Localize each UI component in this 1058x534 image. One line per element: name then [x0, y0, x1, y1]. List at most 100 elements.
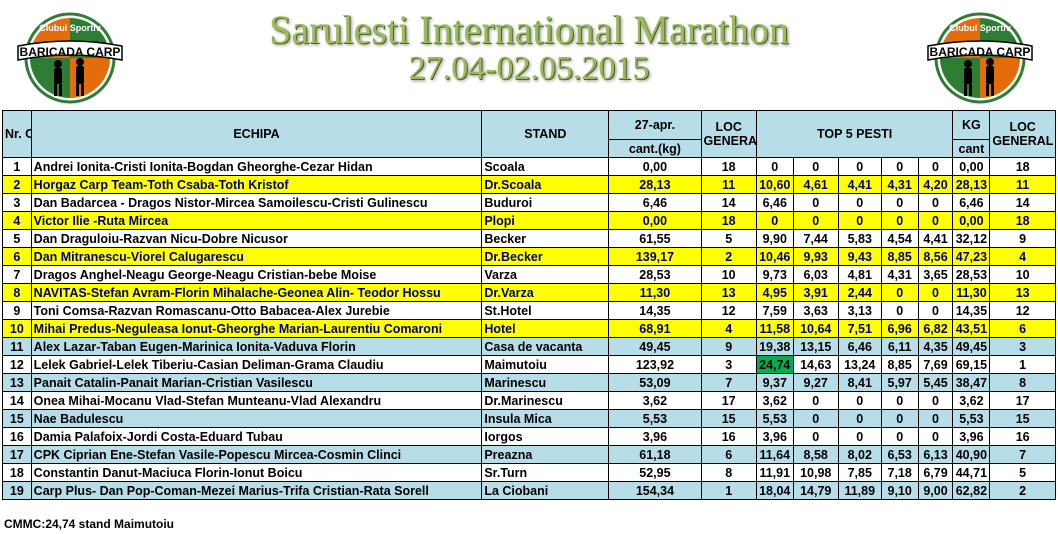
fish-weight-cell: 0 — [917, 157, 954, 176]
loc-cell: 3 — [700, 355, 757, 374]
kg-total-cell: 3,62 — [952, 391, 991, 410]
fish-weight-cell: 10,60 — [755, 175, 794, 194]
table-row: 6 Dan Mitranescu-Viorel Calugarescu Dr.Bec… — [2, 247, 1056, 266]
loc-cell: 4 — [700, 319, 757, 338]
fish-weight-cell: 0 — [917, 283, 954, 302]
loc-cell: 15 — [700, 409, 757, 428]
row-number: 14 — [2, 391, 32, 410]
fish-weight-cell: 6,53 — [880, 445, 919, 464]
fish-weight-cell: 11,91 — [755, 463, 794, 482]
fish-weight-cell: 0 — [837, 211, 882, 230]
club-logo-left: Clubul Sportiv BARICADA CARP — [17, 12, 123, 104]
fish-weight-cell: 6,13 — [917, 445, 954, 464]
fish-weight-cell: 0 — [880, 301, 919, 320]
fish-weight-cell: 4,20 — [917, 175, 954, 194]
fish-weight-cell: 0 — [917, 301, 954, 320]
team-cell: NAVITAS-Stefan Avram-Florin Mihalache-Ge… — [30, 283, 483, 302]
stand-cell: Scoala — [481, 157, 610, 176]
col-loc-header: LOC GENERAL — [700, 110, 757, 158]
fish-weight-cell: 4,31 — [880, 175, 919, 194]
table-row: 3 Dan Badarcea - Dragos Nistor-Mircea Sam… — [2, 193, 1056, 212]
fish-weight-cell: 4,31 — [880, 265, 919, 284]
fish-weight-cell: 7,59 — [755, 301, 794, 320]
logo-main-text: BARICADA CARP — [930, 45, 1031, 59]
kg-total-cell: 3,96 — [952, 427, 991, 446]
fish-weight-cell: 24,74 — [755, 355, 794, 374]
stand-cell: Dr.Marinescu — [481, 391, 610, 410]
team-cell: Dan Mitranescu-Viorel Calugarescu — [30, 247, 483, 266]
loc2-cell: 6 — [989, 319, 1056, 338]
fish-weight-cell: 0 — [792, 427, 839, 446]
stand-cell: Plopi — [481, 211, 610, 230]
table-row: 2 Horgaz Carp Team-Toth Csaba-Toth Kristo… — [2, 175, 1056, 194]
loc-cell: 2 — [700, 247, 757, 266]
fish-weight-cell: 13,15 — [792, 337, 839, 356]
table-row: 9 Toni Comsa-Razvan Romascanu-Otto Babace… — [2, 301, 1056, 320]
results-table: Nr. Crt. ECHIPA STAND 27-apr. LOC GENERA… — [2, 110, 1056, 500]
stand-cell: Becker — [481, 229, 610, 248]
loc2-cell: 16 — [989, 427, 1056, 446]
col-loc2-header: LOC GENERAL — [989, 110, 1056, 158]
table-row: 10 Mihai Predus-Neguleasa Ionut-Gheorghe … — [2, 319, 1056, 338]
col-cant-subheader: cant.(kg) — [608, 139, 702, 158]
fish-weight-cell: 0 — [880, 427, 919, 446]
fish-weight-cell: 0 — [917, 211, 954, 230]
loc2-cell: 13 — [989, 283, 1056, 302]
stand-cell: Casa de vacanta — [481, 337, 610, 356]
cant-cell: 5,53 — [608, 409, 702, 428]
loc-cell: 11 — [700, 175, 757, 194]
team-cell: Mihai Predus-Neguleasa Ionut-Gheorghe Ma… — [30, 319, 483, 338]
fish-weight-cell: 6,46 — [755, 193, 794, 212]
table-row: 5 Dan Draguloiu-Razvan Nicu-Dobre Nicusor… — [2, 229, 1056, 248]
fish-weight-cell: 7,44 — [792, 229, 839, 248]
team-cell: Nae Badulescu — [30, 409, 483, 428]
cant-cell: 3,62 — [608, 391, 702, 410]
fish-weight-cell: 0 — [792, 409, 839, 428]
cant-cell: 123,92 — [608, 355, 702, 374]
stand-cell: Preazna — [481, 445, 610, 464]
table-row: 18 Constantin Danut-Maciuca Florin-Ionut … — [2, 463, 1056, 482]
fish-weight-cell: 4,81 — [837, 265, 882, 284]
fish-weight-cell: 7,18 — [880, 463, 919, 482]
fish-weight-cell: 0 — [792, 157, 839, 176]
stand-cell: Buduroi — [481, 193, 610, 212]
loc-cell: 17 — [700, 391, 757, 410]
logo-main-text: BARICADA CARP — [20, 45, 121, 59]
loc-cell: 12 — [700, 301, 757, 320]
team-cell: Horgaz Carp Team-Toth Csaba-Toth Kristof — [30, 175, 483, 194]
loc-cell: 16 — [700, 427, 757, 446]
fish-weight-cell: 0 — [880, 409, 919, 428]
fish-weight-cell: 6,11 — [880, 337, 919, 356]
cant-cell: 28,53 — [608, 265, 702, 284]
table-row: 15 Nae Badulescu Insula Mica 5,53 15 5,53 0 0 0 0… — [2, 409, 1056, 428]
kg-total-cell: 62,82 — [952, 481, 991, 500]
team-cell: Dragos Anghel-Neagu George-Neagu Cristia… — [30, 265, 483, 284]
team-cell: Lelek Gabriel-Lelek Tiberiu-Casian Delim… — [30, 355, 483, 374]
col-team-header: ECHIPA — [30, 110, 483, 158]
team-cell: Carp Plus- Dan Pop-Coman-Mezei Marius-Tr… — [30, 481, 483, 500]
team-cell: Constantin Danut-Maciuca Florin-Ionut Bo… — [30, 463, 483, 482]
cant-cell: 3,96 — [608, 427, 702, 446]
row-number: 12 — [2, 355, 32, 374]
fish-weight-cell: 3,13 — [837, 301, 882, 320]
fish-weight-cell: 10,64 — [792, 319, 839, 338]
row-number: 6 — [2, 247, 32, 266]
row-number: 9 — [2, 301, 32, 320]
kg-total-cell: 38,47 — [952, 373, 991, 392]
team-cell: Dan Badarcea - Dragos Nistor-Mircea Samo… — [30, 193, 483, 212]
loc-cell: 9 — [700, 337, 757, 356]
kg-total-cell: 44,71 — [952, 463, 991, 482]
fish-weight-cell: 0 — [917, 193, 954, 212]
fish-weight-cell: 0 — [755, 157, 794, 176]
loc2-cell: 5 — [989, 463, 1056, 482]
fish-weight-cell: 5,97 — [880, 373, 919, 392]
loc2-cell: 14 — [989, 193, 1056, 212]
row-number: 7 — [2, 265, 32, 284]
loc-cell: 10 — [700, 265, 757, 284]
col-kg-header: KG — [952, 110, 991, 140]
cant-cell: 53,09 — [608, 373, 702, 392]
fish-weight-cell: 9,27 — [792, 373, 839, 392]
fish-weight-cell: 0 — [880, 157, 919, 176]
fish-weight-cell: 6,96 — [880, 319, 919, 338]
fish-weight-cell: 0 — [917, 391, 954, 410]
